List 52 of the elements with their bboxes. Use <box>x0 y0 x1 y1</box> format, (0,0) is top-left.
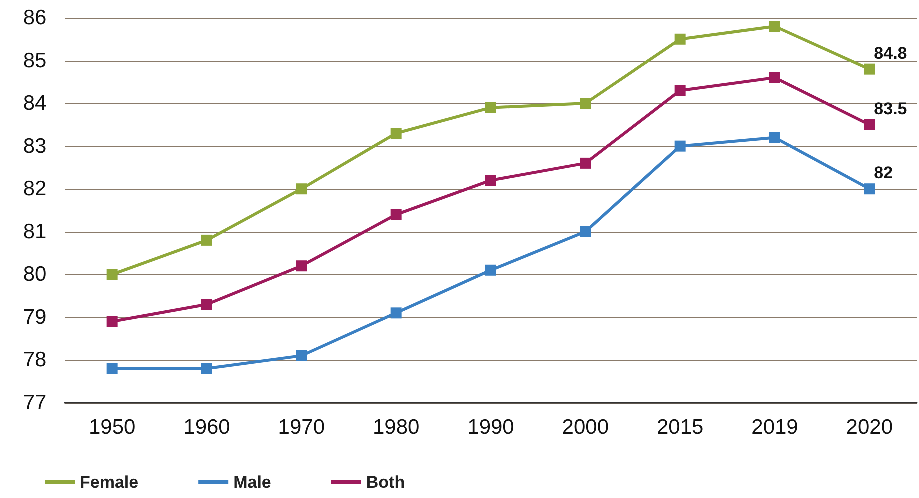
y-tick-label: 77 <box>23 392 47 414</box>
point <box>580 226 592 238</box>
point <box>486 175 496 186</box>
point <box>486 102 496 114</box>
y-tick-label: 82 <box>23 178 47 201</box>
point <box>580 98 592 110</box>
y-tick-label: 83 <box>23 134 47 158</box>
point <box>390 308 402 319</box>
data-label: 82 <box>874 164 894 183</box>
point <box>674 34 686 45</box>
legend-label: Female <box>80 473 139 492</box>
y-tick-label: 84 <box>23 92 47 116</box>
y-tick-label: 80 <box>23 263 47 286</box>
point <box>580 158 592 169</box>
legend-label: Male <box>234 473 272 492</box>
y-tick-label: 78 <box>23 348 47 372</box>
point <box>770 21 780 32</box>
x-tick-label: 1980 <box>372 416 420 439</box>
x-tick-label: 1960 <box>184 416 230 439</box>
point <box>770 132 780 144</box>
point <box>296 350 308 362</box>
point <box>864 119 876 130</box>
y-tick-label: 85 <box>23 49 47 72</box>
point <box>106 363 118 374</box>
point <box>864 184 876 195</box>
point <box>202 299 212 310</box>
point <box>390 209 402 220</box>
point <box>296 260 308 272</box>
data-label: 83.5 <box>874 99 908 118</box>
point <box>864 64 876 75</box>
point <box>106 316 118 328</box>
x-tick-label: 2000 <box>562 416 610 439</box>
x-tick-label: 1970 <box>278 416 326 439</box>
y-tick-label: 86 <box>23 6 47 30</box>
legend-label: Both <box>366 473 406 492</box>
x-tick-label: 2019 <box>752 416 798 439</box>
point <box>674 85 686 96</box>
x-tick-label: 1990 <box>468 416 514 439</box>
point <box>202 363 212 374</box>
x-tick-label: 2015 <box>656 416 704 439</box>
point <box>202 234 212 246</box>
point <box>486 264 496 276</box>
point <box>106 269 118 280</box>
x-tick-label: 1950 <box>88 416 136 439</box>
y-tick-label: 79 <box>23 306 47 329</box>
point <box>674 140 686 152</box>
x-tick-label: 2020 <box>846 416 894 439</box>
point <box>390 128 402 139</box>
data-label: 84.8 <box>874 44 908 63</box>
y-tick-label: 81 <box>23 220 47 244</box>
point <box>296 184 308 195</box>
point <box>770 72 780 84</box>
